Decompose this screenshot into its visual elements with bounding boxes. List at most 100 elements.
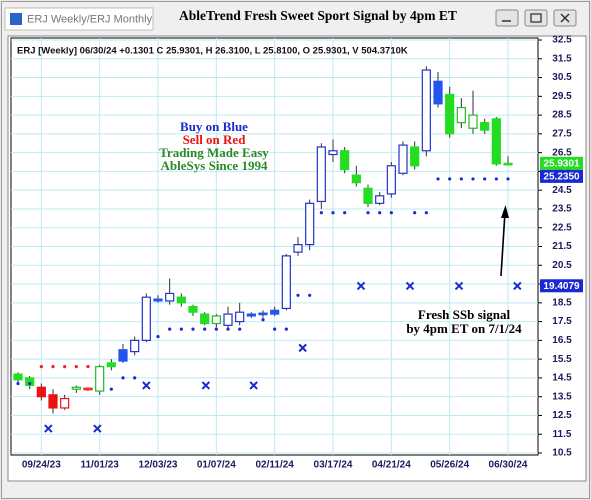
candle-body [468,114,478,129]
price-label-box [540,156,583,170]
y-tick-label: 11.5 [553,429,572,440]
stop-dot [74,365,78,369]
x-tick-label: 04/21/24 [372,460,411,471]
annotation: by 4pm ET on 7/1/24 [406,321,522,336]
candle-body [13,373,23,381]
x-mark [454,281,464,291]
x-mark [356,281,366,291]
stop-dot [378,211,382,215]
maximize-button[interactable] [524,9,548,27]
stop-dot [506,177,510,181]
x-tick-label: 03/17/24 [314,460,353,471]
candle-body [293,244,303,253]
x-tick-label: 11/01/23 [80,460,119,471]
marks [13,66,522,433]
stop-dot [39,365,43,369]
y-tick-label: 29.5 [552,91,572,102]
y-tick-label: 18.5 [552,297,572,308]
x-tick-label: 05/26/24 [430,460,469,471]
annotation: Fresh SSb signal [418,307,511,322]
candle-body [25,377,35,387]
candle-body [433,80,443,105]
annotation: AbleSys Since 1994 [161,158,268,173]
chart-title: AbleTrend Fresh Sweet Sport Signal by 4p… [179,8,457,23]
y-tick-label: 16.5 [552,335,572,346]
candle-body [48,394,58,409]
x-tick-label: 12/03/23 [139,460,178,471]
candle-body [503,162,513,166]
stop-dot [459,177,463,181]
candle-body [60,397,70,409]
candle-body [200,313,210,325]
header-line: ERJ [Weekly] 06/30/24 +0.1301 C 25.9301,… [17,46,408,57]
stop-dot [214,327,218,331]
candle-body [130,339,140,353]
stop-dot [261,318,265,322]
stop-dot [86,365,90,369]
stop-dot [343,211,347,215]
y-tick-label: 23.5 [552,204,572,215]
stop-dot [273,327,277,331]
stop-dot [436,177,440,181]
candle-body [211,315,221,325]
tab-label[interactable]: ERJ Weekly/ERJ Monthly [27,13,153,25]
stop-dot [331,211,335,215]
stop-dot [296,293,300,297]
candle-body [491,118,501,165]
y-tick-label: 17.5 [552,316,572,327]
candle-body [480,121,490,131]
x-mark [93,424,102,433]
y-tick-label: 10.5 [552,448,572,459]
stop-dot [28,381,32,386]
candle-body [106,362,116,368]
candle-body [71,386,81,390]
y-tick-label: 20.5 [552,260,572,271]
stop-dot [308,293,312,297]
tab[interactable] [4,7,154,31]
candle-body [246,313,256,317]
stop-dot [191,327,195,331]
candle-body [281,255,291,310]
candle-body [95,366,105,392]
stop-dot [413,211,417,215]
stop-dot [389,211,393,215]
price-label: 25.9301 [543,158,580,169]
stop-dot [319,211,323,215]
annotation: Buy on Blue [180,119,248,134]
price-label-box [540,279,583,293]
arrow-shaft [500,211,506,277]
price-label-box [540,169,583,183]
candle-body [398,144,408,174]
candle-body [36,386,46,398]
x-mark [142,381,151,390]
y-tick-label: 13.5 [552,391,572,402]
candle-body [316,146,326,203]
candle-body [235,311,245,323]
candle-body [188,305,198,313]
y-tick-label: 24.5 [552,185,572,196]
stop-dot [109,387,113,391]
candle-body [176,296,186,304]
candle-body [328,150,338,156]
candle-body [363,187,373,204]
candle-body [258,312,268,316]
stop-dot [203,327,207,331]
price-label: 25.2350 [543,172,580,183]
annotation: Trading Made Easy [159,145,269,160]
stop-dot [226,327,230,331]
y-tick-label: 14.5 [552,373,572,384]
x-mark [405,281,415,291]
stop-dot [121,376,125,380]
candle-body [305,202,315,246]
candle-body [153,298,163,302]
candle-body [141,296,151,341]
y-tick-label: 12.5 [552,410,572,421]
y-tick-label: 27.5 [552,129,572,140]
minimize-button[interactable] [495,9,519,27]
stop-dot [424,211,428,215]
grid [11,38,538,455]
candle-body [456,106,466,124]
x-tick-label: 09/24/23 [22,460,61,471]
